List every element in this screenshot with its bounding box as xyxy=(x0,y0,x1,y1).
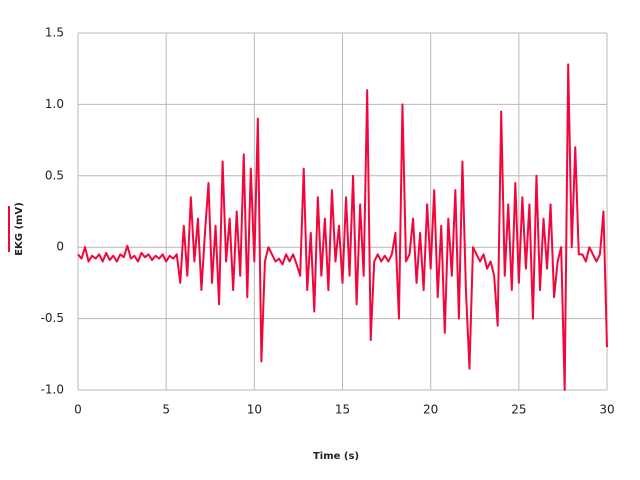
y-tick-label: -0.5 xyxy=(41,311,64,325)
y-tick-label: -1.0 xyxy=(41,383,64,397)
x-tick-label: 15 xyxy=(335,403,350,417)
y-tick-label: 0 xyxy=(56,240,64,254)
x-tick-label: 0 xyxy=(74,403,82,417)
x-tick-label: 10 xyxy=(247,403,262,417)
line xyxy=(77,63,608,391)
y-tick-label: 1.0 xyxy=(45,97,64,111)
x-tick-label: 30 xyxy=(599,403,614,417)
x-tick-label: 25 xyxy=(511,403,526,417)
x-axis-title: Time (s) xyxy=(313,451,359,462)
x-tick-label: 20 xyxy=(423,403,438,417)
y-axis-title: EKG (mV) xyxy=(14,202,25,256)
x-tick-label: 5 xyxy=(162,403,170,417)
y-tick-label: 0.5 xyxy=(45,168,64,182)
y-tick-label: 1.5 xyxy=(45,26,64,40)
